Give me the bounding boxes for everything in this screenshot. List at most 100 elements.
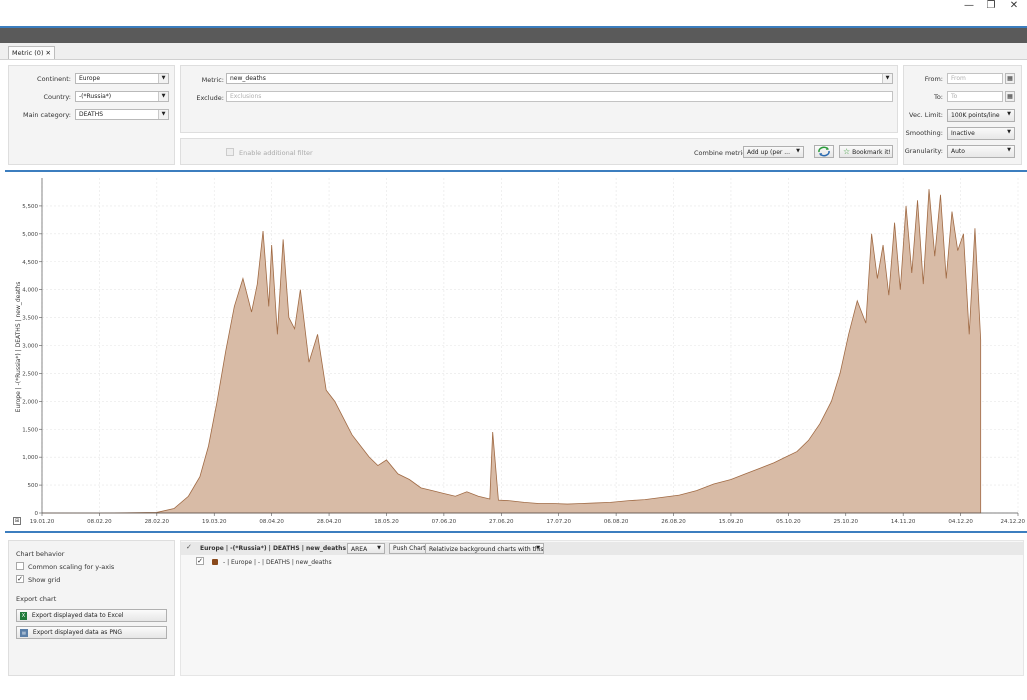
chevron-down-icon: ▼ <box>536 545 540 551</box>
series-header: ✓ Europe | -(*Russia*) | DEATHS | new_de… <box>181 542 1023 555</box>
star-icon: ☆ <box>843 147 851 156</box>
smoothing-value: Inactive <box>951 130 975 137</box>
relativize-label: Relativize background charts with this <box>429 546 544 553</box>
series-header-label: Europe | -(*Russia*) | DEATHS | new_deat… <box>200 545 347 552</box>
to-placeholder: To <box>951 93 958 100</box>
continent-select[interactable]: Europe ▼ <box>75 73 169 84</box>
to-calendar-button[interactable]: ▦ <box>1005 91 1015 102</box>
chevron-down-icon: ▼ <box>796 148 800 154</box>
granularity-label: Granularity: <box>904 147 943 155</box>
exclude-label: Exclude: <box>196 94 224 102</box>
series-header-check-icon[interactable]: ✓ <box>186 543 192 551</box>
bookmark-button[interactable]: ☆ Bookmark it! <box>839 145 893 158</box>
toolbar-strip <box>0 26 1027 43</box>
calendar-icon: ▦ <box>1007 75 1013 82</box>
excel-icon: X <box>20 611 27 620</box>
chevron-down-icon: ▼ <box>1007 111 1011 117</box>
series-type-value: AREA <box>351 546 368 553</box>
chart-behavior-title: Chart behavior <box>16 550 65 558</box>
x-tick-label: 26.08.20 <box>661 519 686 525</box>
x-tick-label: 19.01.20 <box>30 519 55 525</box>
to-input[interactable]: To <box>947 91 1003 102</box>
series-color-swatch[interactable] <box>212 559 218 565</box>
show-grid-checkbox[interactable]: ✓ <box>16 575 24 583</box>
y-tick-label: 0 <box>35 511 39 517</box>
to-label: To: <box>933 93 943 101</box>
y-tick-label: 1,000 <box>22 455 38 461</box>
export-png-label: Export displayed data as PNG <box>32 629 123 636</box>
tab-bar: Metric (0) ✕ <box>0 43 1027 60</box>
series-panel: ✓ Europe | -(*Russia*) | DEATHS | new_de… <box>180 540 1024 676</box>
additional-filter-checkbox[interactable] <box>226 148 234 156</box>
main-category-select[interactable]: DEATHS ▼ <box>75 109 169 120</box>
x-tick-label: 08.04.20 <box>259 519 284 525</box>
smoothing-select[interactable]: Inactive ▼ <box>947 127 1015 140</box>
area-chart[interactable]: 0 500 1,000 1,500 2,000 2,500 3,000 3,500 4,000 4… <box>5 172 1027 531</box>
x-tick-label: 18.05.20 <box>374 519 399 525</box>
bookmark-label: Bookmark it! <box>852 149 891 156</box>
chevron-down-icon: ▼ <box>158 92 168 101</box>
refresh-button[interactable] <box>814 145 834 158</box>
y-tick-label: 4,500 <box>22 260 38 266</box>
push-chart-button[interactable]: Push Chart <box>389 543 430 554</box>
series-line-label: - | Europe | - | DEATHS | new_deaths <box>223 559 332 566</box>
vec-limit-select[interactable]: 100K points/line ▼ <box>947 109 1015 122</box>
chevron-down-icon: ▼ <box>158 110 168 119</box>
png-icon: ▤ <box>20 628 28 637</box>
filter-panel: Continent: Europe ▼ Country: -(*Russia*) ▼… <box>8 65 175 165</box>
chevron-down-icon: ▼ <box>377 545 381 551</box>
main-category-value: DEATHS <box>79 111 104 118</box>
vec-limit-label: Vec. Limit: <box>909 111 943 119</box>
x-tick-label: 24.12.20 <box>1001 519 1026 525</box>
relativize-select[interactable]: Relativize background charts with this ▼ <box>425 543 544 554</box>
export-chart-title: Export chart <box>16 595 57 603</box>
combine-metrics-select[interactable]: Add up (per ... ▼ <box>743 146 804 158</box>
x-tick-label: 28.02.20 <box>145 519 170 525</box>
y-tick-label: 1,500 <box>22 427 38 433</box>
from-input[interactable]: From <box>947 73 1003 84</box>
chart-settings-icon[interactable]: ⊞ <box>13 517 21 525</box>
x-tick-label: 07.06.20 <box>432 519 457 525</box>
from-calendar-button[interactable]: ▦ <box>1005 73 1015 84</box>
calendar-icon: ▦ <box>1007 93 1013 100</box>
chart-options-panel: Chart behavior Common scaling for y-axis… <box>8 540 175 676</box>
y-tick-label: 500 <box>28 483 39 489</box>
y-tick-label: 2,000 <box>22 399 38 405</box>
y-tick-label: 3,000 <box>22 344 38 350</box>
x-tick-label: 04.12.20 <box>948 519 973 525</box>
metric-select[interactable]: new_deaths ▼ <box>226 73 893 84</box>
metric-panel: Metric: new_deaths ▼ Exclude: Exclusions <box>180 65 898 133</box>
series-type-select[interactable]: AREA ▼ <box>347 543 385 554</box>
refresh-icon <box>818 146 830 157</box>
metric-label: Metric: <box>201 76 224 84</box>
granularity-select[interactable]: Auto ▼ <box>947 145 1015 158</box>
x-tick-label: 28.04.20 <box>317 519 342 525</box>
x-tick-label: 08.02.20 <box>87 519 112 525</box>
exclude-input[interactable]: Exclusions <box>226 91 893 102</box>
y-tick-label: 3,500 <box>22 316 38 322</box>
common-scaling-checkbox[interactable] <box>16 562 24 570</box>
chevron-down-icon: ▼ <box>882 74 892 83</box>
restore-button[interactable]: ❐ <box>986 0 996 11</box>
main-category-label: Main category: <box>22 111 71 119</box>
push-chart-label: Push Chart <box>393 545 426 552</box>
series-line-checkbox[interactable]: ✓ <box>196 557 204 565</box>
country-value: -(*Russia*) <box>79 93 112 100</box>
from-placeholder: From <box>951 75 966 82</box>
continent-value: Europe <box>79 75 101 82</box>
x-tick-label: 15.09.20 <box>719 519 744 525</box>
minimize-button[interactable]: — <box>964 0 974 11</box>
tab-metric[interactable]: Metric (0) ✕ <box>8 46 55 59</box>
series-area[interactable] <box>42 189 982 514</box>
check-icon: ✓ <box>17 575 23 583</box>
y-tick-label: 5,500 <box>22 204 38 210</box>
export-excel-button[interactable]: X Export displayed data to Excel <box>16 609 167 622</box>
export-png-button[interactable]: ▤ Export displayed data as PNG <box>16 626 167 639</box>
granularity-value: Auto <box>951 148 965 155</box>
y-axis-label: Europe | -(*Russia*) | DEATHS | new_deat… <box>15 282 22 413</box>
common-scaling-label: Common scaling for y-axis <box>28 563 115 571</box>
country-select[interactable]: -(*Russia*) ▼ <box>75 91 169 102</box>
x-tick-label: 06.08.20 <box>604 519 629 525</box>
close-window-button[interactable]: ✕ <box>1009 0 1019 11</box>
additional-filter-label: Enable additional filter <box>239 149 313 157</box>
